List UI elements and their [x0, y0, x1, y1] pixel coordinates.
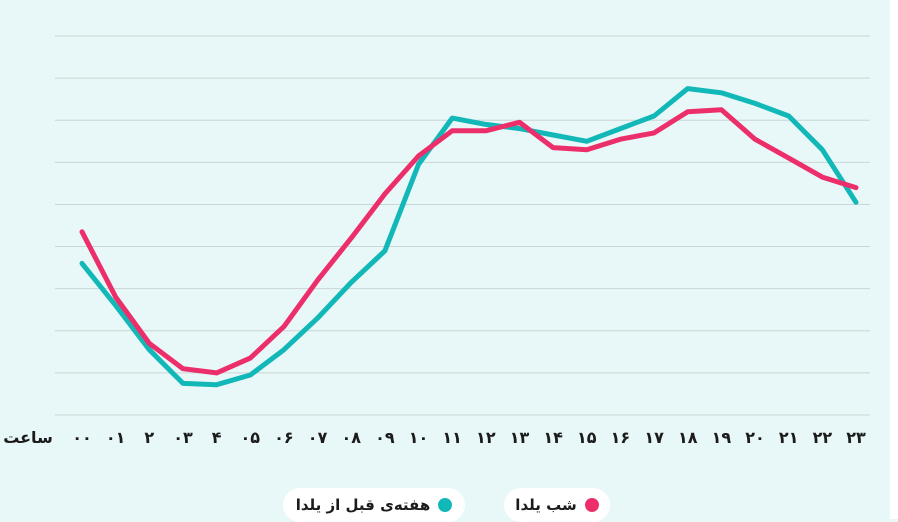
x-tick-label: ۱۳	[510, 428, 530, 447]
x-tick-label: ۰۸	[341, 428, 361, 447]
x-tick-label: ۱۸	[678, 428, 698, 447]
x-tick-label: ۱۱	[442, 428, 462, 447]
x-tick-label: ۱۴	[543, 428, 563, 447]
legend-dot-prev-week	[438, 498, 452, 512]
legend-dot-yalda-night	[585, 498, 599, 512]
legend-label-yalda-night: شب یلدا	[515, 496, 576, 514]
x-tick-label: ۰۷	[308, 428, 328, 447]
x-tick-label: ۱۶	[611, 428, 631, 447]
x-tick-label: ۱۷	[644, 428, 664, 447]
frame-edge	[890, 0, 898, 519]
x-tick-label: ۰۳	[173, 428, 193, 447]
x-tick-label: ۰۹	[375, 428, 395, 447]
x-tick-label: ۲۳	[846, 428, 866, 447]
legend-label-prev-week: هفته‌ی قبل از یلدا	[296, 496, 431, 514]
series-line-yalda-night	[82, 110, 856, 373]
legend-item-prev-week: هفته‌ی قبل از یلدا	[283, 488, 465, 522]
x-tick-label: ۰۶	[274, 428, 294, 447]
x-tick-label: ۲۲	[813, 428, 833, 447]
legend-item-yalda-night: شب یلدا	[504, 488, 610, 522]
x-tick-label: ۲۱	[779, 428, 799, 447]
x-axis-label: ساعت	[3, 428, 53, 447]
x-tick-label: ۴	[212, 428, 222, 447]
x-tick-label: ۱۵	[577, 428, 597, 447]
x-tick-label: ۰۰	[72, 428, 92, 447]
x-tick-label: ۰۱	[106, 428, 126, 447]
x-tick-label: ۱۹	[712, 428, 732, 447]
x-tick-label: ۰۵	[240, 428, 260, 447]
x-tick-label: ۲۰	[745, 428, 765, 447]
x-tick-label: ۱۰	[409, 428, 429, 447]
x-tick-label: ۲	[144, 428, 154, 447]
x-tick-label: ۱۲	[476, 428, 496, 447]
